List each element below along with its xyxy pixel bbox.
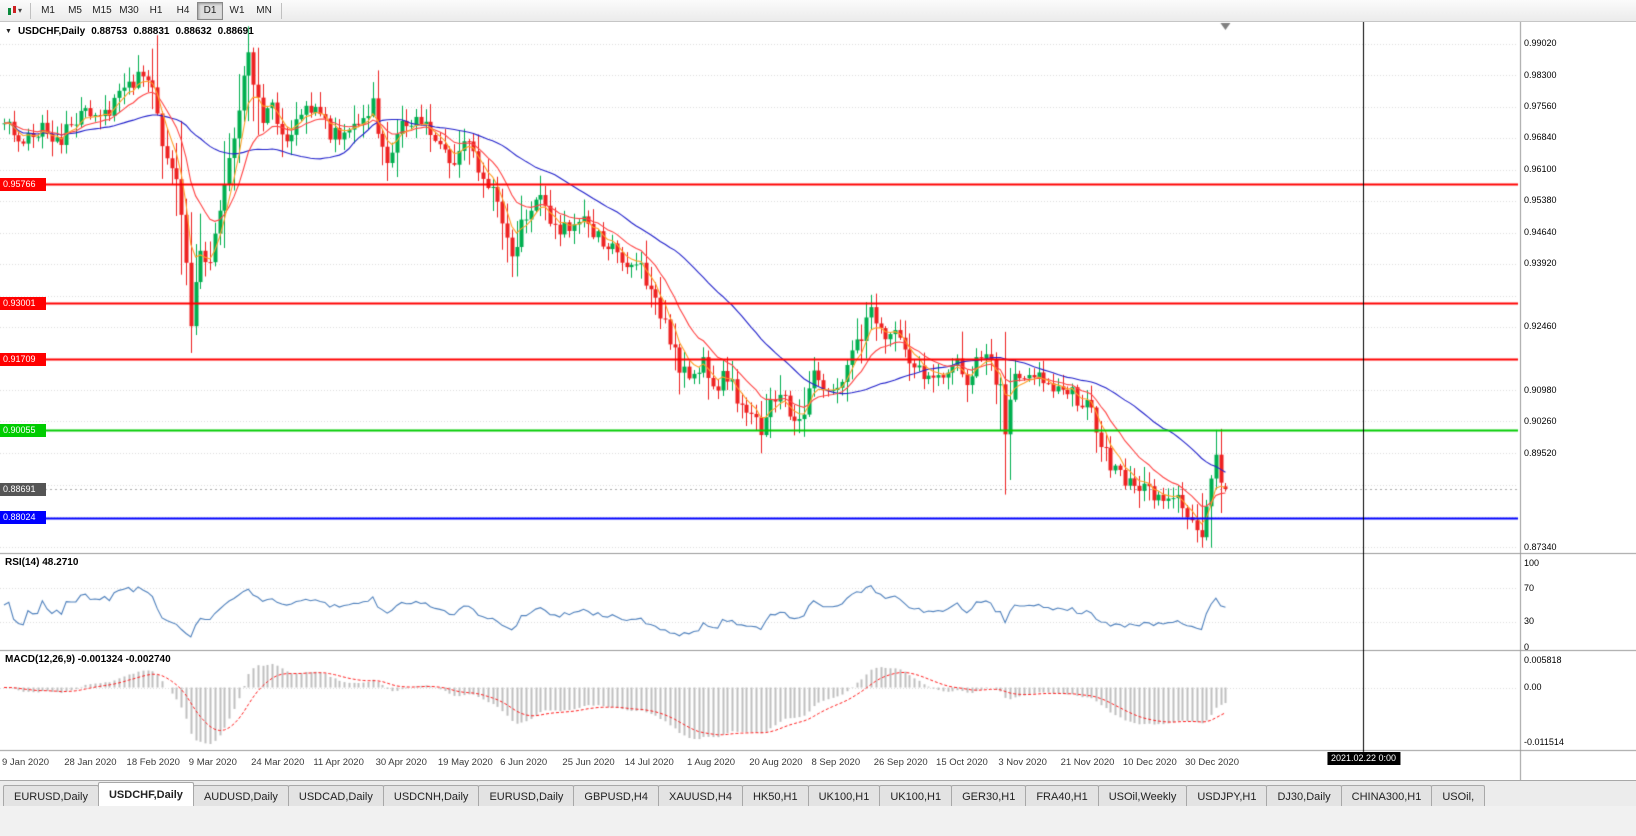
timeframe-button-mn[interactable]: MN: [251, 2, 277, 20]
timeframe-button-m30[interactable]: M30: [116, 2, 142, 20]
timeframe-button-m15[interactable]: M15: [89, 2, 115, 20]
chart-tab-uk100-h1[interactable]: UK100,H1: [807, 785, 881, 806]
timeframe-toolbar: ▾ M1 M5 M15 M30 H1 H4 D1 W1 MN: [0, 0, 1636, 22]
price-chart-canvas[interactable]: [0, 22, 1636, 780]
candlestick-chart-icon: [7, 5, 17, 17]
chart-tab-china300-h1[interactable]: CHINA300,H1: [1340, 785, 1433, 806]
chart-tab-ger30-h1[interactable]: GER30,H1: [951, 785, 1027, 806]
timeframe-button-m5[interactable]: M5: [62, 2, 88, 20]
chart-tab-usoil[interactable]: USOil,: [1431, 785, 1486, 806]
chart-type-button[interactable]: ▾: [3, 2, 26, 20]
chart-tabs-bar: EURUSD,Daily USDCHF,Daily AUDUSD,Daily USDC…: [0, 780, 1636, 806]
chart-tab-xauusd-h4[interactable]: XAUUSD,H4: [657, 785, 743, 806]
toolbar-separator: [30, 2, 32, 19]
chart-tab-audusd-daily[interactable]: AUDUSD,Daily: [192, 785, 289, 806]
toolbar-separator: [281, 2, 283, 19]
chart-tab-gbpusd-h4[interactable]: GBPUSD,H4: [573, 785, 659, 806]
chart-area: ▼ USDCHF,Daily 0.88753 0.88831 0.88632 0…: [0, 22, 1636, 780]
timeframe-button-w1[interactable]: W1: [224, 2, 250, 20]
chart-tab-uk100-h1[interactable]: UK100,H1: [879, 785, 953, 806]
status-strip: [0, 806, 1636, 836]
timeframe-button-h1[interactable]: H1: [143, 2, 169, 20]
chart-tab-usdjpy-h1[interactable]: USDJPY,H1: [1186, 785, 1268, 806]
timeframe-button-d1[interactable]: D1: [197, 1, 224, 20]
chart-tab-usdcad-daily[interactable]: USDCAD,Daily: [287, 785, 384, 806]
chart-tab-dj30-daily[interactable]: DJ30,Daily: [1266, 785, 1342, 806]
chart-tab-hk50-h1[interactable]: HK50,H1: [741, 785, 809, 806]
timeframe-button-h4[interactable]: H4: [170, 2, 196, 20]
chart-tab-usdcnh-daily[interactable]: USDCNH,Daily: [382, 785, 480, 806]
timeframe-buttons: M1 M5 M15 M30 H1 H4 D1 W1 MN: [35, 1, 277, 20]
chart-tab-eurusd-daily[interactable]: EURUSD,Daily: [3, 785, 99, 806]
chevron-down-icon: ▾: [18, 5, 23, 15]
timeframe-button-m1[interactable]: M1: [35, 2, 61, 20]
chart-tab-eurusd-daily[interactable]: EURUSD,Daily: [478, 785, 575, 806]
chart-tab-usoil-weekly[interactable]: USOil,Weekly: [1097, 785, 1188, 806]
chart-tab-fra40-h1[interactable]: FRA40,H1: [1025, 785, 1099, 806]
chart-tab-usdchf-daily[interactable]: USDCHF,Daily: [97, 782, 194, 806]
